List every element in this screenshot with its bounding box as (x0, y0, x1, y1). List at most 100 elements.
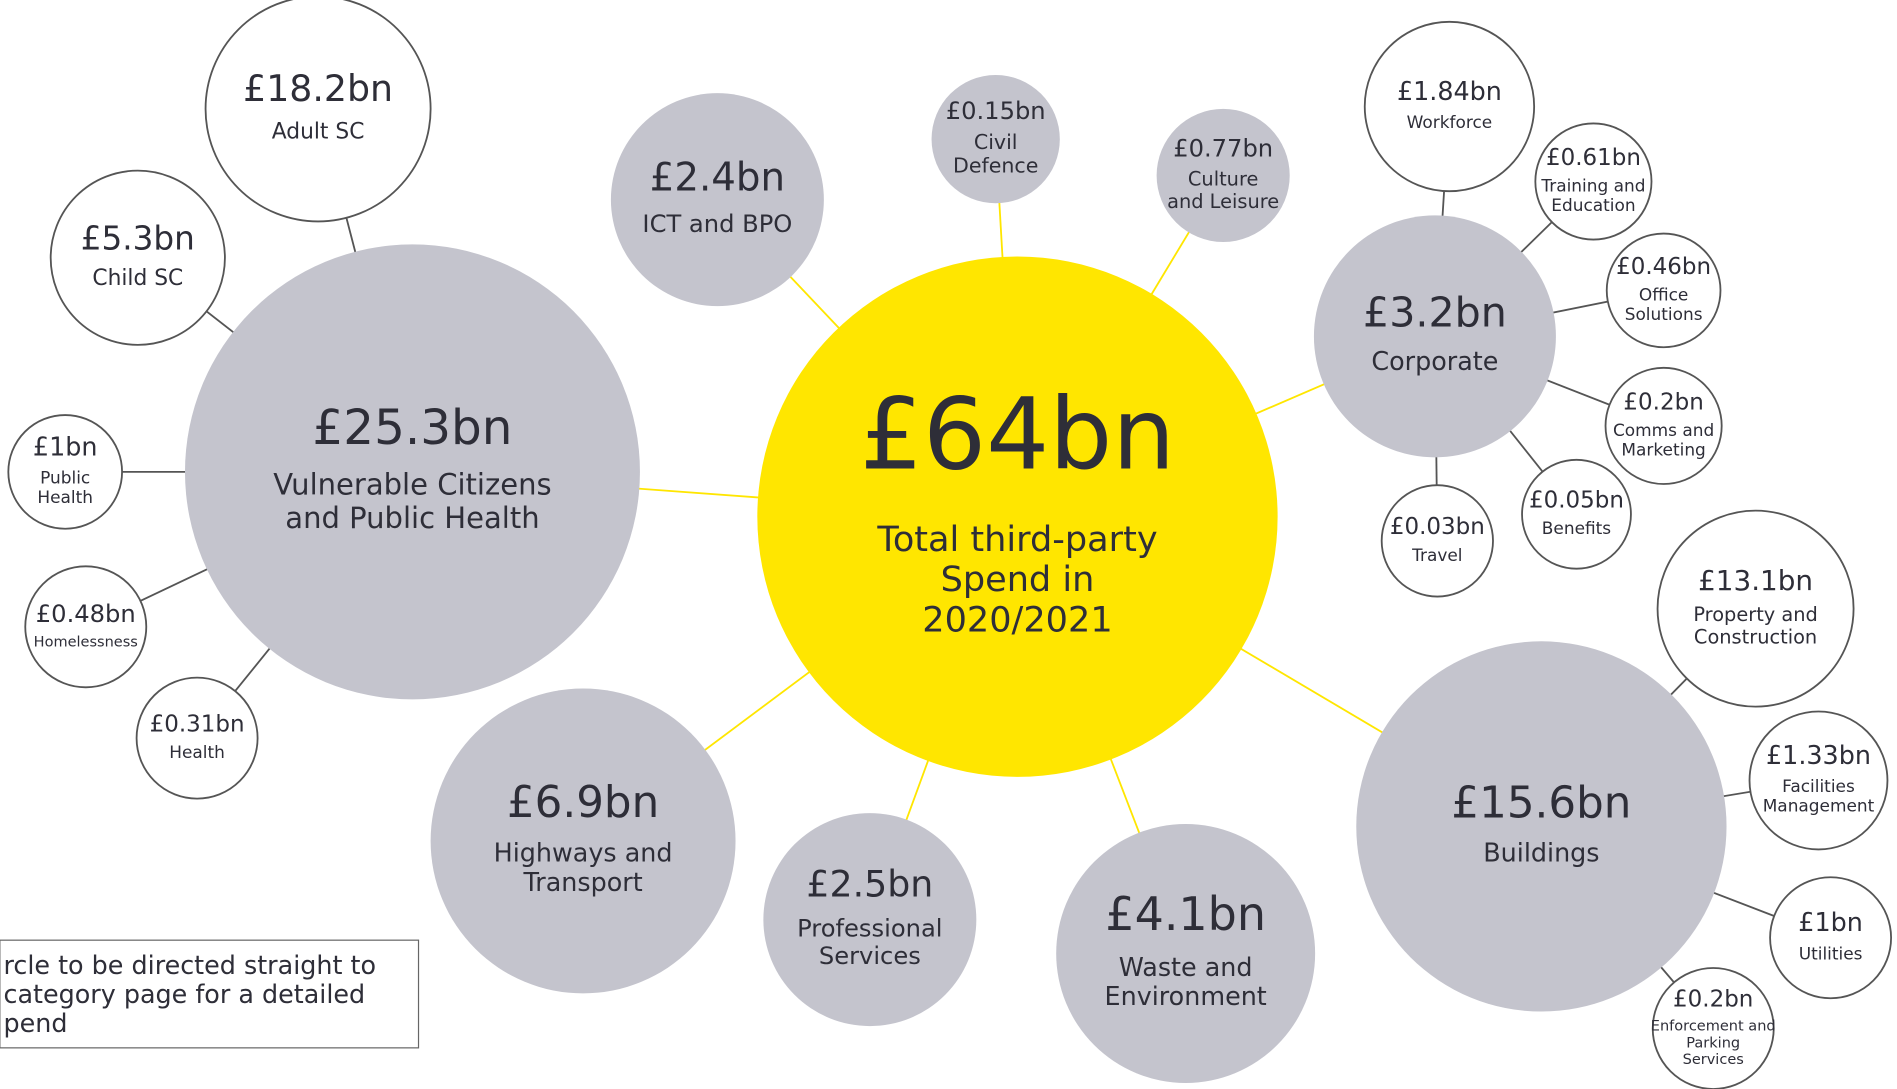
label: Services (1683, 1052, 1744, 1068)
amount: £0.15bn (946, 97, 1046, 125)
subcategory[interactable]: £1.84bn Workforce (1363, 20, 1536, 193)
subcategory[interactable]: £5.3bn Child SC (49, 169, 226, 346)
label: Health (169, 742, 225, 762)
label: Benefits (1542, 518, 1611, 538)
amount: £25.3bn (313, 400, 513, 456)
subcategory[interactable]: £18.2bn Adult SC (204, 0, 432, 223)
label: Management (1763, 796, 1875, 816)
label: Spend in (941, 559, 1095, 600)
note-line: pend (3, 1008, 67, 1038)
subcategory-circle[interactable] (1534, 122, 1653, 241)
label: Homelessness (34, 635, 138, 651)
label: Facilities (1782, 776, 1855, 796)
subcategory-circle[interactable] (1769, 876, 1892, 1000)
label: Office (1639, 285, 1688, 305)
amount: £0.2bn (1673, 987, 1753, 1013)
label: and Leisure (1167, 190, 1279, 213)
category-circle[interactable] (610, 93, 824, 307)
label: Total third-party (876, 519, 1157, 560)
subcategory-circle[interactable] (1605, 232, 1722, 349)
amount: £2.4bn (650, 155, 785, 200)
label: Vulnerable Citizens (273, 468, 551, 502)
amount: £0.48bn (36, 600, 136, 628)
total-circle[interactable] (757, 256, 1278, 777)
subcategory[interactable]: £0.31bn Health (135, 676, 259, 800)
category-circle[interactable] (931, 75, 1060, 204)
category-circle[interactable] (430, 688, 736, 994)
category-circle[interactable] (1156, 108, 1290, 243)
label: Solutions (1625, 304, 1703, 324)
amount: £1.33bn (1766, 740, 1871, 770)
label: and Public Health (285, 501, 539, 535)
amount: £2.5bn (806, 862, 933, 905)
amount: £15.6bn (1451, 778, 1631, 828)
subcategory-circle[interactable] (49, 169, 226, 346)
subcategory-circle[interactable] (1521, 458, 1632, 570)
label: Travel (1411, 545, 1462, 565)
amount: £0.03bn (1390, 514, 1485, 540)
label: Highways and (494, 838, 673, 868)
subcategory[interactable]: £0.48bn Homelessness (24, 565, 148, 689)
category[interactable]: £15.6bn Buildings (1356, 641, 1727, 1012)
label: Health (37, 487, 93, 507)
label: Civil (974, 130, 1018, 154)
subcategory-circle[interactable] (135, 676, 259, 800)
category-circle[interactable] (763, 813, 977, 1027)
category-circle[interactable] (1313, 215, 1556, 458)
subcategory-circle[interactable] (204, 0, 432, 223)
category-circle[interactable] (1356, 641, 1727, 1012)
amount: £0.05bn (1529, 488, 1624, 514)
subcategory-circle[interactable] (1380, 484, 1494, 598)
note-box (0, 939, 420, 1049)
label: Corporate (1371, 346, 1498, 376)
subcategory-circle[interactable] (1748, 710, 1889, 851)
category[interactable]: £2.4bn ICT and BPO (610, 93, 824, 307)
label: Transport (522, 867, 642, 897)
subcategory-circle[interactable] (7, 414, 123, 530)
amount: £3.2bn (1363, 289, 1507, 337)
amount: £0.61bn (1546, 145, 1641, 171)
subcategory-circle[interactable] (24, 565, 148, 689)
amount: £18.2bn (243, 67, 393, 110)
note-line: category page for a detailed (3, 979, 365, 1009)
label: Construction (1694, 625, 1817, 648)
label: Services (819, 942, 921, 970)
amount: £5.3bn (81, 219, 195, 257)
label: 2020/2021 (922, 600, 1112, 641)
category-circle[interactable] (184, 244, 640, 700)
amount: £1bn (1798, 907, 1863, 937)
label: Waste and (1119, 952, 1253, 982)
label: Education (1551, 195, 1635, 215)
amount: £0.46bn (1616, 254, 1711, 280)
subcategory-circle[interactable] (1656, 509, 1855, 708)
subcategory-circle[interactable] (1604, 366, 1723, 485)
label: Culture (1188, 168, 1258, 191)
subcategory-circle[interactable] (1651, 967, 1775, 1089)
note-line: rcle to be directed straight to (3, 950, 376, 980)
category-circle[interactable] (1056, 824, 1316, 1083)
subcategory-circle[interactable] (1363, 20, 1536, 193)
label: ICT and BPO (642, 210, 792, 238)
amount: £6.9bn (507, 778, 659, 828)
subcategory[interactable]: £0.05bn Benefits (1521, 458, 1632, 570)
subcategory[interactable]: £1bn Utilities (1769, 876, 1892, 1000)
subcategory[interactable]: £0.03bn Travel (1380, 484, 1494, 598)
category[interactable]: £3.2bn Corporate (1313, 215, 1556, 458)
label: Child SC (92, 266, 183, 291)
label: Public (40, 468, 90, 488)
